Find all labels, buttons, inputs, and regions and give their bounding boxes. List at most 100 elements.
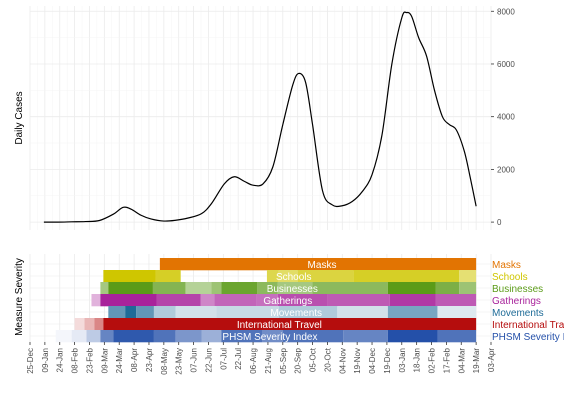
heat-segment	[74, 318, 85, 331]
x-tick-label: 04-Nov	[338, 348, 347, 374]
heat-segment	[459, 282, 477, 295]
heat-segment	[159, 258, 477, 271]
heat-segment	[108, 282, 153, 295]
x-tick-label: 20-Sep	[294, 347, 303, 373]
line-y-axis-label: Daily Cases	[14, 91, 25, 144]
heat-row-side-label: International Travel	[492, 320, 564, 331]
x-tick-label: 22-Jul	[234, 348, 243, 370]
x-tick-label: 25-Dec	[26, 348, 35, 374]
heat-row-label: PHSM Severity Index	[222, 332, 317, 343]
x-tick-label: 05-Oct	[309, 347, 318, 372]
y-tick-label: 6000	[497, 60, 515, 69]
x-tick-label: 04-Mar	[457, 348, 466, 374]
heat-segment	[387, 282, 436, 295]
heat-row-side-label: Movements	[492, 308, 544, 319]
heat-segment	[136, 306, 154, 319]
heat-segment	[282, 330, 344, 343]
heat-segment	[266, 270, 279, 283]
x-tick-label: 18-Jan	[413, 348, 422, 372]
heat-segment	[256, 294, 278, 307]
daily-cases-line	[43, 11, 477, 223]
heat-segment	[277, 282, 313, 295]
heat-row-side-label: Masks	[492, 260, 521, 271]
heat-row-side-label: Businesses	[492, 284, 543, 295]
x-tick-label: 17-Feb	[442, 347, 451, 373]
heat-segment	[261, 330, 283, 343]
heat-segment	[387, 306, 438, 319]
x-tick-label: 08-Feb	[71, 347, 80, 373]
x-tick-label: 20-Oct	[323, 347, 332, 372]
y-tick-label: 2000	[497, 165, 515, 174]
heat-segment	[175, 330, 202, 343]
heat-segment	[312, 282, 388, 295]
line-y-ticks: 0 2000 4000 6000 8000	[491, 7, 515, 227]
heat-segment	[91, 294, 101, 307]
x-tick-label: 21-Aug	[264, 348, 273, 374]
heat-row-schools: Schools Schools	[103, 270, 528, 283]
heat-segment	[389, 294, 436, 307]
heat-segment	[353, 270, 460, 283]
heat-segment	[55, 330, 72, 343]
heat-segment	[221, 330, 262, 343]
x-tick-label: 07-Jul	[219, 348, 228, 370]
heat-row-label: Gatherings	[263, 296, 312, 307]
heat-segment	[278, 270, 298, 283]
x-tick-label: 08-May	[160, 348, 169, 375]
heat-segment	[153, 330, 176, 343]
heat-segment	[100, 282, 109, 295]
heat-segment	[201, 330, 222, 343]
x-tick-label: 09-Mar	[100, 348, 109, 374]
heat-segment	[155, 270, 181, 283]
heat-segment	[437, 330, 477, 343]
heat-segment	[185, 282, 212, 295]
x-tick-label: 05-Sep	[279, 347, 288, 373]
heat-segment	[459, 270, 477, 283]
heat-row-masks: Masks Masks	[159, 258, 521, 271]
line-grid	[29, 6, 492, 230]
heat-segment	[216, 306, 279, 319]
heat-segment	[153, 306, 176, 319]
x-tick-label: 23-Apr	[145, 348, 154, 372]
heat-row-side-label: Gatherings	[492, 296, 541, 307]
heat-segment	[337, 306, 388, 319]
heat-row-movements: Movements Movements	[108, 306, 544, 319]
heat-row-label: Masks	[308, 260, 337, 271]
heat-segment	[71, 330, 87, 343]
heat-segment	[103, 318, 477, 331]
x-tick-label: 07-Jun	[190, 348, 199, 372]
heat-segment	[437, 306, 477, 319]
heat-row-international-travel: International Travel International Travel	[74, 318, 564, 331]
x-tick-label: 03-Apr	[487, 348, 496, 372]
x-tick-label: 23-May	[175, 348, 184, 375]
y-tick-label: 4000	[497, 113, 515, 122]
heat-segment	[152, 282, 186, 295]
heat-segment	[84, 318, 95, 331]
x-tick-label: 03-Jan	[398, 348, 407, 372]
x-tick-label: 23-Feb	[85, 347, 94, 373]
heat-segment	[435, 282, 460, 295]
x-tick-label: 09-Jan	[41, 348, 50, 372]
heat-segment	[343, 330, 388, 343]
heat-segment	[211, 282, 222, 295]
x-tick-label: 24-Mar	[115, 348, 124, 374]
heat-segment	[156, 294, 201, 307]
heat-segment	[200, 294, 215, 307]
heat-segment	[94, 318, 104, 331]
heat-segment	[108, 306, 126, 319]
heat-segment	[100, 294, 157, 307]
heat-segment	[387, 330, 438, 343]
heatmap-x-ticks: 25-Dec 09-Jan 24-Jan 08-Feb 23-Feb 09-Mar 24-M…	[26, 342, 496, 375]
line-series-group	[43, 11, 477, 223]
y-tick-label: 8000	[497, 7, 515, 16]
heatmap-y-axis-label: Measure Severity	[14, 258, 25, 336]
heat-segment	[175, 306, 217, 319]
heat-row-side-label: PHSM Severity Index	[492, 332, 564, 343]
heat-row-label: Businesses	[267, 284, 318, 295]
heat-segment	[327, 294, 390, 307]
heat-segment	[297, 270, 354, 283]
x-tick-label: 08-Apr	[130, 348, 139, 372]
heat-segment	[103, 270, 156, 283]
x-tick-label: 02-Feb	[428, 347, 437, 373]
